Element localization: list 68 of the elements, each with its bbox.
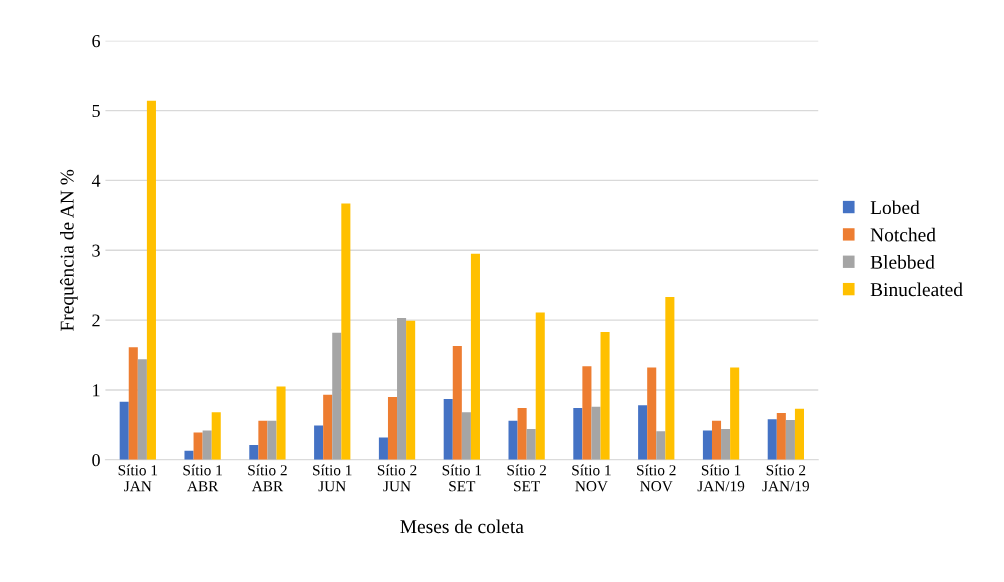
legend-label: Notched	[870, 227, 936, 242]
x-axis-title: Meses de coleta	[400, 519, 524, 534]
bar	[776, 412, 786, 460]
bar	[211, 412, 221, 460]
bar	[638, 405, 648, 460]
bar	[452, 345, 462, 460]
bar	[314, 425, 324, 460]
x-tick-label: Sítio 2 NOV	[637, 464, 676, 492]
bar	[508, 420, 518, 460]
y-tick-label: 0	[92, 454, 100, 467]
bar	[332, 332, 342, 460]
y-tick-label: 4	[91, 174, 101, 187]
bar	[323, 394, 333, 460]
bar	[647, 367, 657, 460]
bar	[767, 419, 777, 460]
bar	[526, 429, 536, 460]
x-tick-label: Sítio 1 JUN	[313, 464, 352, 492]
bar	[184, 450, 194, 460]
bar	[600, 331, 610, 460]
bar	[387, 396, 398, 460]
bar	[711, 420, 722, 460]
bar	[656, 431, 666, 460]
bar	[397, 318, 407, 460]
bar	[128, 347, 138, 460]
bar	[794, 408, 804, 460]
bar	[702, 430, 712, 460]
bar	[591, 406, 601, 460]
x-tick-label: Sítio 2 JUN	[377, 464, 417, 492]
bar	[517, 408, 527, 460]
bar	[573, 408, 583, 460]
x-tick-label: Sítio 1 NOV	[572, 464, 611, 492]
x-tick-label: Sítio 1 SET	[442, 464, 482, 492]
bar	[267, 420, 277, 460]
bar	[461, 412, 471, 460]
bar	[193, 432, 203, 460]
bar	[443, 399, 453, 460]
bar	[378, 437, 388, 460]
bar	[582, 366, 592, 460]
bar	[535, 312, 545, 460]
x-tick-label: Sítio 1 JAN	[118, 464, 158, 492]
bar	[202, 430, 212, 460]
bar	[119, 401, 129, 460]
bar	[730, 367, 740, 460]
legend-label: Binucleated	[870, 282, 963, 297]
x-tick-label: Sítio 1 ABR	[183, 464, 222, 492]
y-axis-title: Frequência de AN %	[59, 169, 78, 331]
bar	[665, 297, 675, 460]
bar	[137, 359, 147, 460]
y-tick-label: 3	[92, 244, 100, 257]
bar	[341, 203, 351, 460]
y-tick-label: 5	[92, 105, 100, 118]
y-tick-label: 6	[92, 35, 101, 48]
bar	[785, 419, 795, 460]
bar	[470, 253, 480, 460]
legend-label: Lobed	[870, 200, 920, 215]
legend-label: Blebbed	[870, 255, 935, 269]
x-tick-label: Sítio 2 JAN/19	[762, 464, 809, 492]
bar	[249, 445, 259, 460]
bar	[721, 429, 731, 460]
y-tick-label: 2	[92, 314, 100, 327]
bar	[258, 420, 268, 460]
x-tick-label: Sítio 2 ABR	[248, 464, 287, 492]
x-tick-label: Sítio 1 JAN/19	[697, 464, 745, 492]
bar	[276, 386, 286, 460]
x-tick-label: Sítio 2 SET	[507, 464, 546, 492]
y-tick-label: 1	[93, 384, 100, 397]
bar	[146, 100, 156, 460]
bar	[406, 320, 416, 460]
